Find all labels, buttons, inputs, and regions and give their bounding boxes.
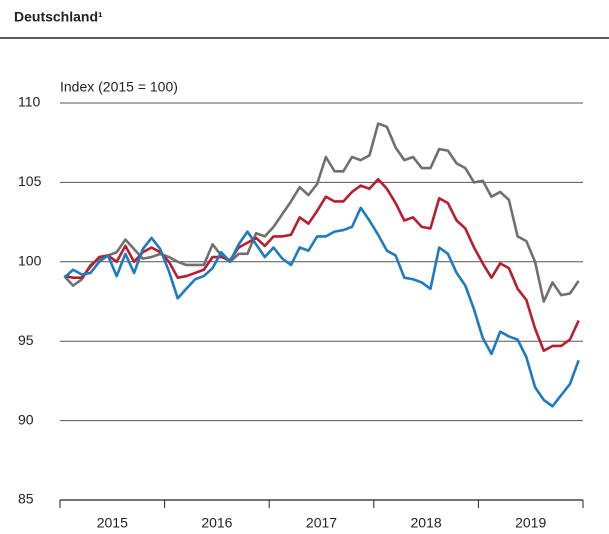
x-tick-label: 2019 (515, 515, 546, 531)
x-tick-label: 2017 (306, 515, 337, 531)
series-line (63, 206, 580, 408)
y-tick-label: 110 (18, 94, 41, 110)
series-line (64, 177, 580, 353)
y-tick-label: 95 (18, 332, 34, 348)
y-tick-label: 100 (18, 253, 42, 269)
y-axis-label: Index (2015 = 100) (60, 79, 178, 95)
y-tick-label: 85 (18, 491, 34, 507)
chart-title: Deutschland¹ (14, 9, 103, 25)
y-tick-label: 90 (18, 411, 34, 427)
x-tick-label: 2018 (411, 515, 442, 531)
x-tick-label: 2016 (201, 515, 232, 531)
y-tick-label: 105 (18, 173, 42, 189)
x-tick-label: 2015 (97, 515, 128, 531)
series-line (63, 122, 580, 303)
